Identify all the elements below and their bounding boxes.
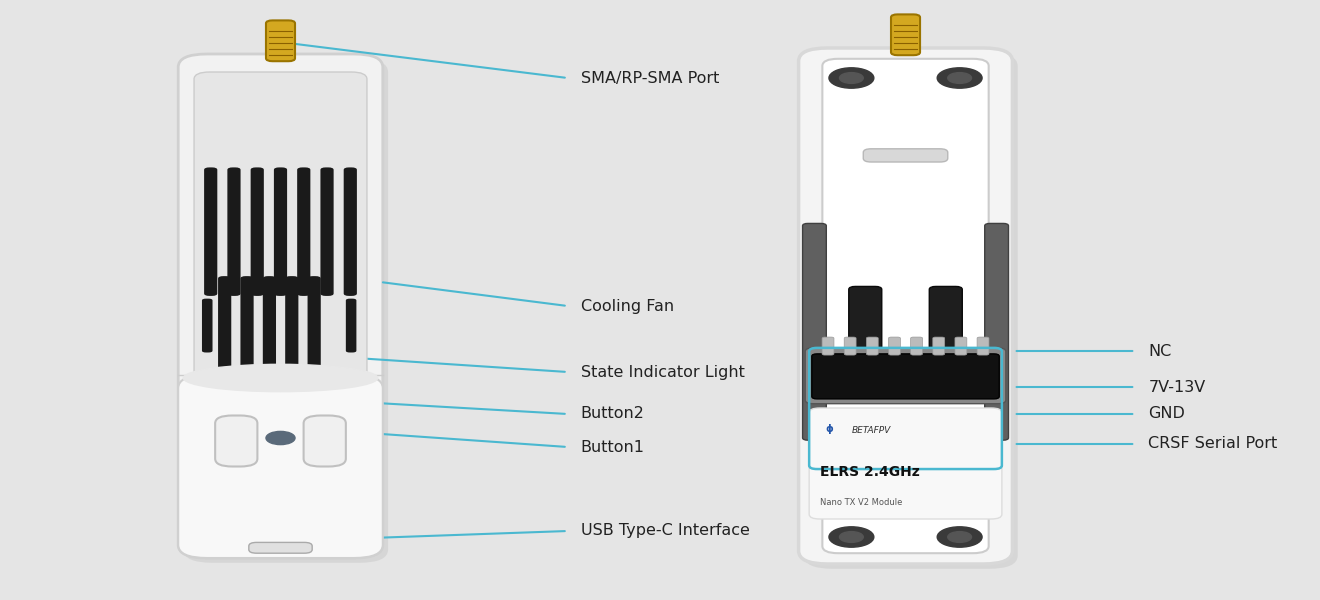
FancyBboxPatch shape xyxy=(178,54,383,558)
FancyBboxPatch shape xyxy=(849,286,882,352)
Text: Button2: Button2 xyxy=(581,407,644,421)
FancyBboxPatch shape xyxy=(285,276,298,374)
FancyBboxPatch shape xyxy=(215,415,257,467)
FancyBboxPatch shape xyxy=(866,337,878,355)
Text: USB Type-C Interface: USB Type-C Interface xyxy=(581,523,750,539)
FancyBboxPatch shape xyxy=(218,276,231,374)
FancyBboxPatch shape xyxy=(251,167,264,296)
Circle shape xyxy=(840,73,863,83)
FancyBboxPatch shape xyxy=(863,149,948,162)
FancyBboxPatch shape xyxy=(194,72,367,378)
FancyBboxPatch shape xyxy=(845,337,857,355)
FancyBboxPatch shape xyxy=(240,276,253,374)
Text: CRSF Serial Port: CRSF Serial Port xyxy=(1148,437,1278,451)
Circle shape xyxy=(948,73,972,83)
FancyBboxPatch shape xyxy=(888,337,900,355)
FancyBboxPatch shape xyxy=(954,337,966,355)
Circle shape xyxy=(829,68,874,88)
FancyBboxPatch shape xyxy=(178,375,383,558)
FancyBboxPatch shape xyxy=(346,299,356,352)
Text: Button1: Button1 xyxy=(581,439,644,455)
FancyBboxPatch shape xyxy=(891,14,920,55)
FancyBboxPatch shape xyxy=(929,286,962,352)
FancyBboxPatch shape xyxy=(803,223,826,440)
FancyBboxPatch shape xyxy=(809,408,1002,519)
Text: State Indicator Light: State Indicator Light xyxy=(581,364,744,379)
Text: 7V-13V: 7V-13V xyxy=(1148,379,1205,395)
FancyBboxPatch shape xyxy=(822,59,989,553)
Text: SMA/RP-SMA Port: SMA/RP-SMA Port xyxy=(581,70,719,85)
FancyBboxPatch shape xyxy=(249,542,313,553)
FancyBboxPatch shape xyxy=(804,53,1018,569)
FancyBboxPatch shape xyxy=(267,20,294,61)
Text: GND: GND xyxy=(1148,407,1185,421)
Text: Cooling Fan: Cooling Fan xyxy=(581,298,675,313)
FancyBboxPatch shape xyxy=(321,167,334,296)
FancyBboxPatch shape xyxy=(911,337,923,355)
FancyBboxPatch shape xyxy=(343,167,356,296)
Text: Nano TX V2 Module: Nano TX V2 Module xyxy=(820,498,902,507)
FancyBboxPatch shape xyxy=(805,348,1006,404)
FancyBboxPatch shape xyxy=(183,59,388,563)
Text: ELRS 2.4GHz: ELRS 2.4GHz xyxy=(820,466,920,479)
FancyBboxPatch shape xyxy=(822,337,834,355)
FancyBboxPatch shape xyxy=(977,337,989,355)
FancyBboxPatch shape xyxy=(799,48,1012,564)
Text: BETAFPV: BETAFPV xyxy=(851,426,891,435)
FancyBboxPatch shape xyxy=(933,337,945,355)
Circle shape xyxy=(267,431,296,445)
Circle shape xyxy=(937,68,982,88)
FancyBboxPatch shape xyxy=(205,167,218,296)
FancyBboxPatch shape xyxy=(985,223,1008,440)
FancyBboxPatch shape xyxy=(227,167,240,296)
FancyBboxPatch shape xyxy=(812,354,999,399)
FancyBboxPatch shape xyxy=(202,299,213,352)
Text: NC: NC xyxy=(1148,343,1172,358)
Circle shape xyxy=(937,527,982,547)
Circle shape xyxy=(948,532,972,542)
Text: ɸ: ɸ xyxy=(825,424,833,434)
Circle shape xyxy=(840,532,863,542)
Circle shape xyxy=(829,527,874,547)
FancyBboxPatch shape xyxy=(308,276,321,374)
FancyBboxPatch shape xyxy=(275,167,288,296)
FancyBboxPatch shape xyxy=(297,167,310,296)
FancyBboxPatch shape xyxy=(304,415,346,467)
FancyBboxPatch shape xyxy=(263,276,276,374)
Ellipse shape xyxy=(183,364,378,392)
